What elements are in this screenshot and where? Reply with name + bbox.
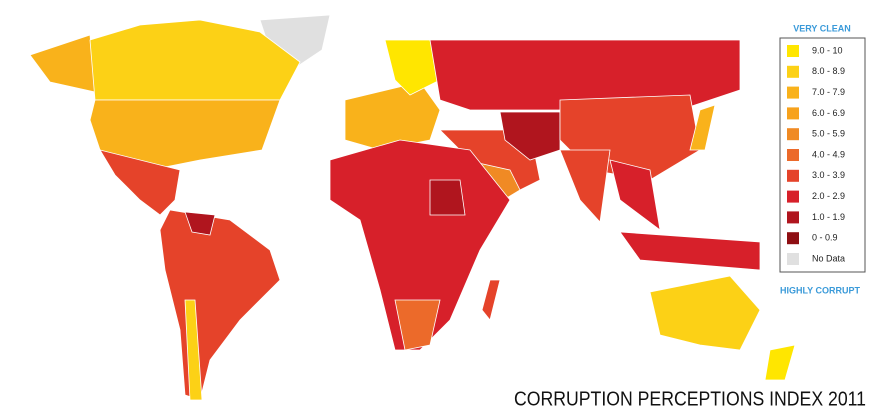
- southern-africa: [394, 299, 441, 351]
- legend-swatch: [787, 253, 799, 265]
- africa: [329, 139, 511, 351]
- australia: [649, 275, 761, 351]
- legend-swatch: [787, 107, 799, 120]
- legend-swatch: [787, 45, 799, 57]
- venezuela: [184, 211, 216, 236]
- new-zealand: [764, 344, 796, 381]
- legend-swatch: [787, 232, 799, 245]
- sudan: [429, 179, 466, 216]
- south-america: [159, 209, 281, 401]
- indonesia: [619, 231, 761, 271]
- legend-label: 4.0 - 4.9: [812, 149, 845, 159]
- legend-label: 8.0 - 8.9: [812, 66, 845, 76]
- legend-label: 1.0 - 1.9: [812, 212, 845, 222]
- india: [559, 149, 611, 223]
- legend-label: No Data: [812, 253, 845, 263]
- central-asia: [499, 111, 561, 161]
- world-map: [29, 14, 796, 401]
- legend-label: 6.0 - 6.9: [812, 108, 845, 118]
- legend-label: 3.0 - 3.9: [812, 170, 845, 180]
- legend-swatch: [787, 86, 799, 99]
- madagascar: [481, 279, 501, 321]
- usa: [89, 99, 281, 171]
- legend-bottom-label: HIGHLY CORRUPT: [780, 285, 861, 295]
- legend: 9.0 - 10 8.0 - 8.9 7.0 - 7.9 6.0 - 6.9 5.0 -…: [787, 45, 845, 265]
- legend-swatch: [787, 128, 799, 141]
- japan: [689, 104, 716, 151]
- alaska: [29, 34, 96, 93]
- southeast-asia: [609, 159, 661, 231]
- map-title: CORRUPTION PERCEPTIONS INDEX 2011: [514, 388, 866, 410]
- central-america: [99, 149, 181, 216]
- legend-swatch: [787, 149, 799, 161]
- legend-swatch: [787, 190, 799, 203]
- legend-swatch: [787, 65, 799, 78]
- legend-swatch: [787, 169, 799, 182]
- europe: [344, 81, 441, 151]
- legend-label: 2.0 - 2.9: [812, 191, 845, 201]
- legend-label: 9.0 - 10: [812, 45, 843, 55]
- legend-swatch: [787, 211, 799, 224]
- scandinavia: [384, 39, 441, 96]
- chile: [184, 299, 203, 401]
- legend-label: 7.0 - 7.9: [812, 87, 845, 97]
- legend-label: 5.0 - 5.9: [812, 129, 845, 139]
- legend-top-label: VERY CLEAN: [793, 23, 851, 33]
- legend-label: 0 - 0.9: [812, 233, 838, 243]
